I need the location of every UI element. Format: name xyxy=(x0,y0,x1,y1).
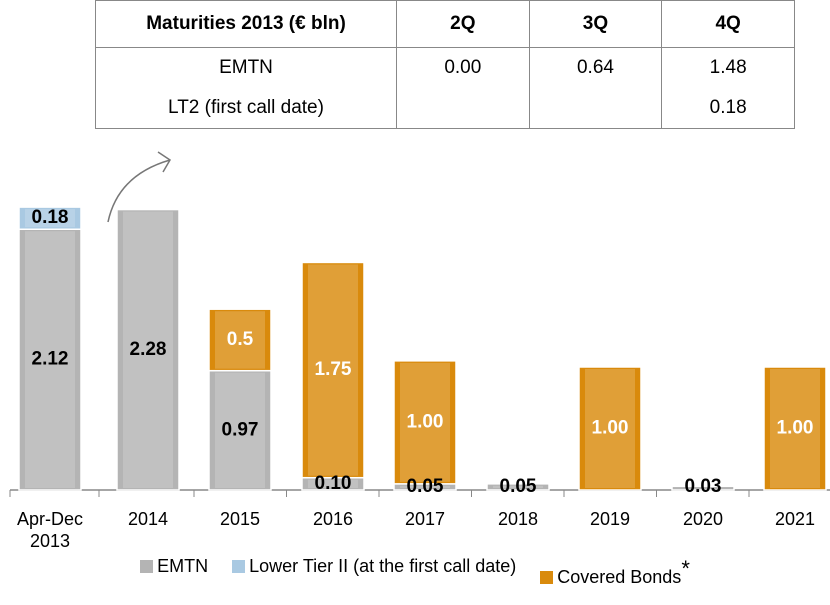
arrow-head xyxy=(157,151,172,173)
bar-shine xyxy=(770,369,820,488)
data-label: 0.5 xyxy=(227,329,254,350)
x-tick-label: 2018 xyxy=(497,509,539,529)
table-cell: EMTN xyxy=(219,57,273,78)
bar-segment xyxy=(578,366,642,491)
bar-shine xyxy=(25,231,75,489)
data-label: 0.18 xyxy=(32,207,69,228)
legend-item: EMTN xyxy=(140,556,208,588)
table-row: EMTN 0.00 0.64 1.48 xyxy=(96,47,795,88)
data-label: 0.05 xyxy=(407,476,444,497)
legend-item: Lower Tier II (at the first call date) xyxy=(232,556,516,588)
table-header-cell: 4Q xyxy=(661,0,795,48)
legend-label: EMTN xyxy=(157,556,209,576)
bar-segment xyxy=(671,485,735,491)
legend-item: Covered Bonds* xyxy=(540,556,690,588)
table-cell: 1.48 xyxy=(661,47,795,88)
bar-shine xyxy=(25,209,75,228)
legend-swatch xyxy=(232,560,246,573)
table-cell xyxy=(528,88,662,129)
bar-segment xyxy=(393,360,457,485)
table-cell: LT2 (first call date) xyxy=(168,97,324,118)
data-label: 0.05 xyxy=(500,476,537,497)
legend-note: * xyxy=(681,556,690,581)
table-cell xyxy=(396,88,530,129)
x-tick-label: 2016 xyxy=(312,509,354,529)
legend-label: Lower Tier II (at the first call date) xyxy=(249,556,517,576)
data-label: 1.75 xyxy=(315,359,352,380)
table-header-cell: 2Q xyxy=(396,0,530,48)
data-label: 0.97 xyxy=(222,419,259,440)
table-cell: 0.00 xyxy=(396,47,530,88)
table-header-cell: Maturities 2013 (€ bln) xyxy=(95,0,397,48)
data-label: 1.00 xyxy=(592,418,629,439)
legend: EMTN Lower Tier II (at the first call dat… xyxy=(0,556,830,588)
data-label: 1.00 xyxy=(777,418,814,439)
data-label: 0.10 xyxy=(315,473,352,494)
bar-shine xyxy=(215,372,265,488)
x-tick-label: 2015 xyxy=(219,509,261,529)
bar-segment xyxy=(486,483,550,491)
data-label: 1.00 xyxy=(407,411,444,432)
bar-shine xyxy=(215,311,265,369)
bar-shine xyxy=(585,369,635,488)
data-label: 2.12 xyxy=(32,349,69,370)
x-tick-label: Apr-Dec 2013 xyxy=(16,509,83,551)
arrow xyxy=(107,159,171,223)
bar-segment xyxy=(763,366,827,491)
table-cell: 0.18 xyxy=(661,88,795,129)
bar-shine xyxy=(400,485,450,488)
x-tick-label: 2014 xyxy=(127,509,169,529)
table-header-cell: 3Q xyxy=(528,0,662,48)
bar-segment xyxy=(301,261,365,479)
table-row: LT2 (first call date) 0.18 xyxy=(96,88,795,129)
legend-swatch xyxy=(140,560,154,573)
bar-shine xyxy=(123,211,173,488)
bar-shine xyxy=(308,264,358,476)
maturities-table: Maturities 2013 (€ bln) 2Q 3Q 4Q EMTN 0.00 0.6… xyxy=(95,0,795,129)
bar-shine xyxy=(400,362,450,482)
bar-segment xyxy=(208,308,272,372)
data-label: 0.03 xyxy=(685,476,722,497)
x-tick-label: 2017 xyxy=(404,509,446,529)
bar-segment xyxy=(116,208,180,491)
data-label: 2.28 xyxy=(130,339,167,360)
table-cell: 0.64 xyxy=(528,47,662,88)
legend-label: Covered Bonds xyxy=(557,567,682,587)
x-tick-label: 2020 xyxy=(682,509,724,529)
bar-shine xyxy=(493,485,543,488)
x-tick-label: 2021 xyxy=(774,509,816,529)
bar-shine xyxy=(308,479,358,488)
bar-segment xyxy=(18,206,82,230)
x-tick-label: 2019 xyxy=(589,509,631,529)
legend-swatch xyxy=(540,571,554,584)
